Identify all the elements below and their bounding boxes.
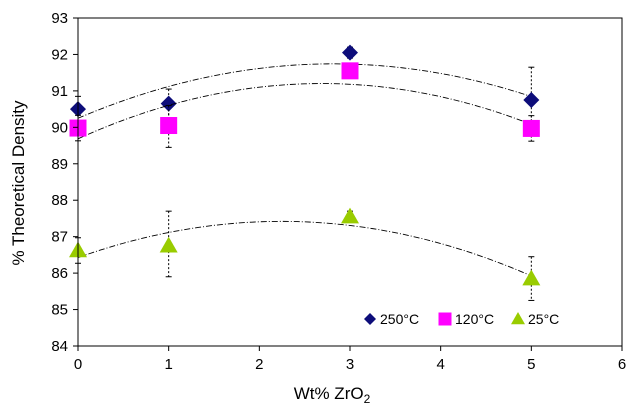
x-tick-label: 6	[618, 356, 626, 373]
legend-item-triangle: 25°C	[511, 311, 559, 327]
trendline	[77, 63, 532, 119]
diamond-marker	[160, 95, 177, 112]
triangle-marker	[341, 207, 359, 224]
y-tick-label: 93	[51, 10, 68, 27]
y-tick-label: 88	[51, 192, 68, 209]
x-axis-title-subscript: 2	[364, 392, 371, 405]
y-tick-label: 89	[51, 156, 68, 173]
y-tick-label: 90	[51, 119, 68, 136]
triangle-marker	[522, 269, 541, 286]
y-tick-label: 91	[51, 83, 68, 100]
y-tick-label: 86	[51, 265, 68, 282]
series-square	[69, 62, 540, 148]
x-tick-label: 2	[255, 356, 263, 373]
y-tick-label: 92	[51, 46, 68, 63]
x-tick-label: 0	[74, 356, 82, 373]
square-marker	[160, 117, 178, 135]
x-tick-label: 1	[164, 356, 172, 373]
legend-item-diamond: 250°C	[364, 311, 419, 327]
diamond-marker	[342, 44, 358, 61]
x-tick-label: 4	[436, 356, 444, 373]
triangle-marker	[159, 236, 178, 253]
x-tick-label: 3	[346, 356, 354, 373]
legend-item-square: 120°C	[438, 311, 494, 327]
trendline	[77, 220, 532, 277]
trendline	[77, 83, 532, 140]
axes: 0 1 2 3 4 5 6 84 85 86 87 88 89 90 91 92 93	[51, 10, 626, 373]
legend-triangle-icon	[511, 312, 525, 325]
legend-label: 25°C	[528, 311, 559, 327]
legend-label: 120°C	[455, 311, 494, 327]
diamond-marker	[523, 92, 540, 108]
y-tick-label: 84	[51, 338, 68, 355]
y-tick-label: 85	[51, 302, 68, 319]
y-axis-title: % Theoretical Density	[9, 100, 28, 266]
legend-label: 250°C	[380, 311, 419, 327]
legend: 250°C 120°C 25°C	[364, 311, 559, 327]
y-tick-label: 87	[51, 229, 68, 246]
x-tick-label: 5	[527, 356, 535, 373]
legend-diamond-icon	[364, 313, 376, 325]
series-triangle	[69, 207, 541, 301]
x-axis-title-main: Wt% ZrO	[294, 384, 364, 403]
series-diamond	[70, 44, 540, 130]
square-marker	[341, 62, 359, 80]
square-marker	[522, 119, 540, 137]
legend-square-icon	[438, 312, 452, 326]
x-axis-title: Wt% ZrO2	[294, 384, 371, 405]
plot-area	[69, 44, 541, 301]
